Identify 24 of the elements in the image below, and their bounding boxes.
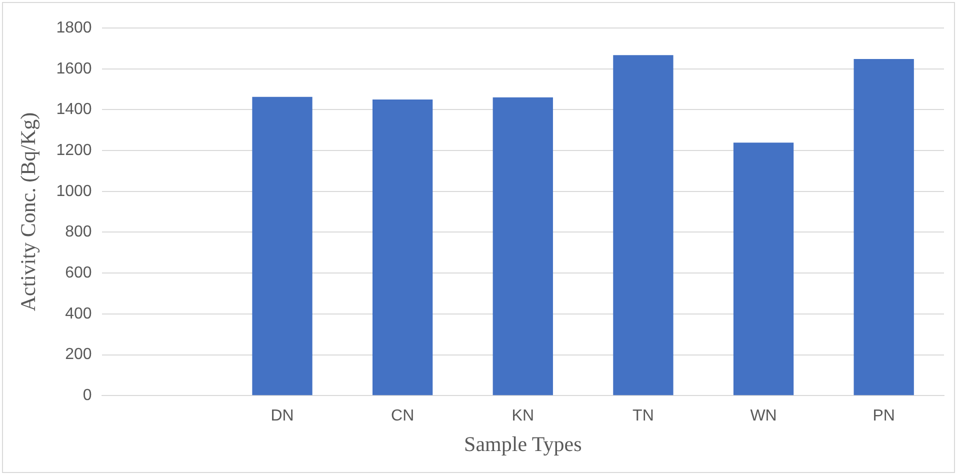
x-tick-label: CN bbox=[391, 408, 414, 425]
bar bbox=[613, 55, 674, 396]
y-tick-label: 1000 bbox=[56, 182, 92, 200]
y-tick-label: 800 bbox=[65, 224, 92, 241]
y-tick-label: 400 bbox=[65, 305, 92, 322]
x-tick-label: PN bbox=[872, 408, 895, 425]
y-tick-label: 200 bbox=[65, 346, 92, 364]
x-tick-label: WN bbox=[750, 408, 777, 425]
y-tick-label: 1200 bbox=[56, 142, 92, 159]
x-axis-title: Sample Types bbox=[464, 432, 582, 456]
x-tick-label: TN bbox=[632, 408, 654, 425]
x-tick-label: KN bbox=[512, 408, 534, 425]
y-axis-title: Activity Conc. (Bq/Kg) bbox=[16, 112, 40, 312]
bar bbox=[854, 59, 914, 396]
y-tick-label: 0 bbox=[82, 387, 92, 404]
bar bbox=[733, 142, 794, 396]
bar bbox=[372, 99, 433, 396]
y-tick-label: 1400 bbox=[56, 101, 92, 118]
bar bbox=[492, 97, 553, 396]
y-tick-label: 600 bbox=[65, 264, 92, 282]
x-tick-label: DN bbox=[270, 408, 294, 425]
bar bbox=[252, 96, 312, 396]
y-tick-label: 1600 bbox=[56, 60, 92, 78]
y-tick-label: 1800 bbox=[56, 19, 92, 36]
